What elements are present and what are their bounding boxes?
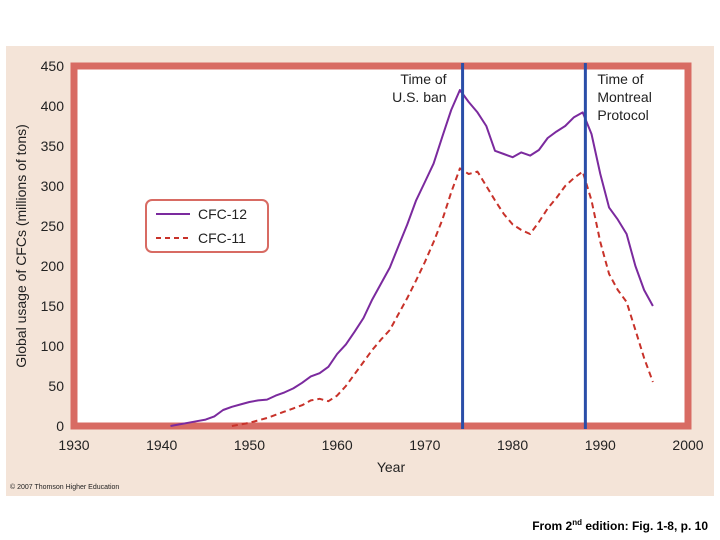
- x-tick-label: 1940: [146, 437, 177, 453]
- x-tick-label: 1950: [234, 437, 265, 453]
- x-tick-label: 2000: [672, 437, 703, 453]
- x-tick-label: 1980: [497, 437, 528, 453]
- caption-prefix: From 2: [532, 519, 573, 533]
- legend-label: CFC-12: [198, 206, 247, 222]
- series-line-cfc-11: [231, 167, 654, 427]
- event-label: Time of: [400, 71, 446, 87]
- y-tick-label: 50: [48, 378, 64, 394]
- figure-panel: 0 50 100 150 200 250 300 350 400 450 1930 1940 1950 1…: [6, 46, 714, 496]
- event-label: U.S. ban: [392, 89, 446, 105]
- y-tick-label: 350: [41, 138, 65, 154]
- series-line-cfc-12: [170, 89, 654, 427]
- x-axis-title: Year: [377, 459, 406, 475]
- y-axis-title: Global usage of CFCs (millions of tons): [13, 124, 29, 368]
- y-tick-label: 0: [56, 418, 64, 434]
- copyright-notice: © 2007 Thomson Higher Education: [10, 484, 120, 491]
- y-tick-label: 200: [41, 258, 65, 274]
- event-label: Protocol: [597, 107, 648, 123]
- y-tick-label: 300: [41, 178, 65, 194]
- y-tick-label: 250: [41, 218, 65, 234]
- cfc-usage-chart: 0 50 100 150 200 250 300 350 400 450 1930 1940 1950 1…: [13, 58, 704, 475]
- x-tick-label: 1960: [322, 437, 353, 453]
- caption-suffix: edition: Fig. 1-8, p. 10: [581, 519, 708, 533]
- x-tick-label: 1970: [409, 437, 440, 453]
- caption-sup: nd: [572, 518, 582, 527]
- y-tick-label: 150: [41, 298, 65, 314]
- legend-label: CFC-11: [198, 230, 246, 246]
- y-tick-label: 100: [41, 338, 65, 354]
- event-label: Time of: [597, 71, 643, 87]
- event-label: Montreal: [597, 89, 651, 105]
- x-tick-label: 1930: [58, 437, 89, 453]
- figure-caption: From 2nd edition: Fig. 1-8, p. 10: [532, 518, 708, 533]
- x-tick-label: 1990: [585, 437, 616, 453]
- y-tick-label: 450: [41, 58, 65, 74]
- y-tick-label: 400: [41, 98, 65, 114]
